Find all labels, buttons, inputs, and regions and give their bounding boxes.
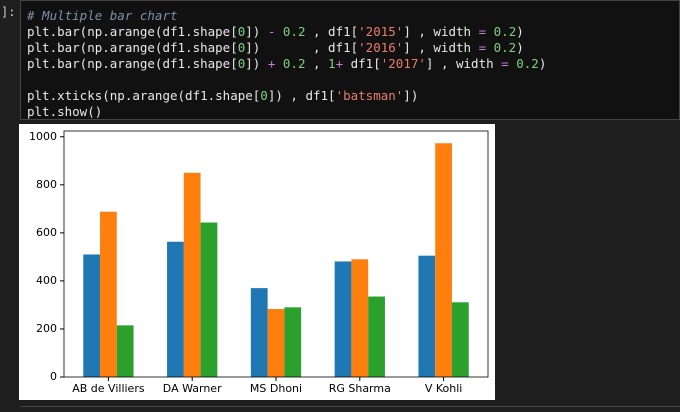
code-cell[interactable]: # Multiple bar chart plt.bar(np.arange(df… bbox=[20, 0, 680, 120]
y-tick-label: 200 bbox=[36, 322, 57, 335]
y-tick-label: 400 bbox=[36, 274, 57, 287]
bar bbox=[451, 302, 469, 377]
code-line: plt.bar(np.arange(df1.shape[0]) - 0.2 , … bbox=[27, 24, 524, 39]
bar bbox=[200, 222, 218, 377]
bar bbox=[167, 241, 184, 377]
bar bbox=[351, 259, 369, 377]
y-tick-label: 1000 bbox=[29, 130, 57, 143]
bar bbox=[100, 211, 117, 377]
bar bbox=[418, 255, 436, 377]
bar bbox=[334, 261, 352, 377]
output-image: 0 200 400 600 800 1000 AB de Villiers DA Warner… bbox=[19, 124, 495, 400]
y-tick-label: 800 bbox=[36, 178, 57, 191]
code-line: plt.show() bbox=[27, 104, 103, 119]
code-line: plt.bar(np.arange(df1.shape[0]) , df1['2… bbox=[27, 40, 524, 55]
next-cell[interactable] bbox=[20, 406, 680, 412]
x-tick-label: RG Sharma bbox=[329, 382, 391, 395]
x-tick-label: V Kohli bbox=[425, 382, 463, 395]
code-line: plt.xticks(np.arange(df1.shape[0]) , df1… bbox=[27, 88, 419, 103]
bar bbox=[267, 309, 285, 377]
code-line: plt.bar(np.arange(df1.shape[0]) + 0.2 , … bbox=[27, 56, 547, 71]
bar bbox=[284, 307, 302, 377]
code-line: # Multiple bar chart bbox=[27, 8, 178, 23]
bar bbox=[83, 254, 101, 377]
x-tick-label: MS Dhoni bbox=[250, 382, 302, 395]
bar bbox=[368, 296, 385, 377]
x-tick-label: AB de Villiers bbox=[72, 382, 145, 395]
y-tick-label: 0 bbox=[50, 370, 57, 383]
bar bbox=[250, 288, 268, 377]
bar bbox=[183, 172, 201, 377]
x-tick-label: DA Warner bbox=[163, 382, 222, 395]
cell-prompt: ]: bbox=[1, 5, 16, 19]
bar bbox=[116, 325, 134, 377]
plot-frame bbox=[63, 130, 489, 378]
bar bbox=[435, 143, 452, 377]
chart: 0 200 400 600 800 1000 AB de Villiers DA Warner… bbox=[29, 130, 489, 395]
y-tick-label: 600 bbox=[36, 226, 57, 239]
